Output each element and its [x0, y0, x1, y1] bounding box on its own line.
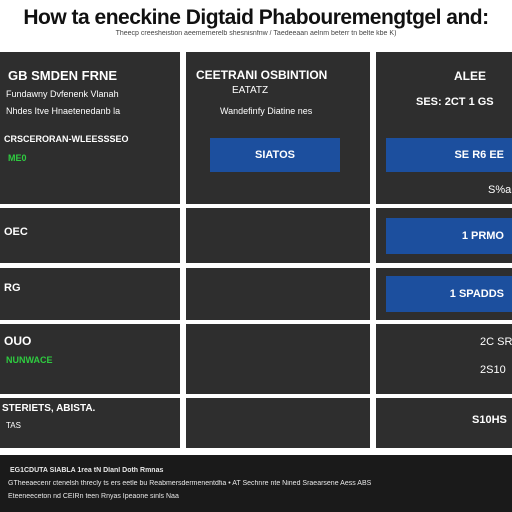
footer-line-3: Eteeneeceton nd CEIRn teen Rnyas Ipeaone…	[8, 493, 179, 500]
row4-right-cell: 2C SR 2S10	[376, 324, 512, 394]
col1-line-2: Nhdes Itve Hnaetenedanb la	[6, 106, 121, 116]
row5-right-cell: S10HS	[376, 398, 512, 448]
row4-label: OUO	[4, 334, 32, 348]
col1-title: GB SMDEN FRNE	[8, 68, 118, 83]
row5-label-cell: STERIETS, ABISTA. TAS	[0, 398, 180, 448]
row1-label-cell: CRSCERORAN-WLEESSSEO ME0	[0, 124, 180, 204]
footer-notes: EG1CDUTA SIABLA 1rea tN Dlanl Doth Rmnas…	[0, 455, 512, 512]
header-cell-col3: ALEE SES: 2CT 1 GS	[376, 52, 512, 126]
row1-sublabel: ME0	[8, 153, 27, 163]
row1-right-text: S%a	[488, 184, 512, 196]
row2-right-bar: 1 PRMO	[386, 218, 512, 254]
row4-mid-cell	[186, 324, 370, 394]
row5-right-text: S10HS	[472, 414, 507, 426]
row1-mid-bar: SIATOS	[210, 138, 340, 172]
page-subtitle: Theecp creesheistion aeemernerelb shesni…	[115, 30, 397, 37]
row1-right-bar: SE R6 EE	[386, 138, 512, 172]
row3-label-cell: RG	[0, 268, 180, 320]
row4-label-cell: OUO NUNWACE	[0, 324, 180, 394]
row5-sublabel: TAS	[6, 421, 21, 430]
page-title: How ta eneckine Digtaid Phabouremengtgel…	[23, 6, 489, 29]
col2-title: CEETRANI OSBINTION	[196, 68, 328, 82]
row4-sublabel: NUNWACE	[6, 355, 53, 365]
row3-mid-cell	[186, 268, 370, 320]
col3-title: ALEE	[454, 69, 487, 83]
row1-right-cell: SE R6 EE S%a	[376, 124, 512, 204]
row3-label: RG	[4, 282, 21, 294]
row1-label: CRSCERORAN-WLEESSSEO	[4, 134, 129, 144]
row3-right-bar: 1 SPADDS	[386, 276, 512, 312]
comparison-table: GB SMDEN FRNE Fundawny Dvfenenk Vlanah N…	[0, 42, 512, 454]
col2-line-3: Wandefinfy Diatine nes	[220, 106, 313, 116]
row2-label: OEC	[4, 226, 28, 238]
row5-mid-cell	[186, 398, 370, 448]
row2-mid-cell	[186, 208, 370, 263]
row3-right-cell: 1 SPADDS	[376, 268, 512, 320]
row4-right-text-2: 2S10	[480, 364, 506, 376]
footer-line-1: EG1CDUTA SIABLA 1rea tN Dlanl Doth Rmnas	[10, 467, 164, 474]
row1-mid-cell: SIATOS	[186, 124, 370, 204]
col1-line-1: Fundawny Dvfenenk Vlanah	[6, 89, 119, 99]
row2-label-cell: OEC	[0, 208, 180, 263]
row4-right-text-1: 2C SR	[480, 336, 512, 348]
header-cell-col1: GB SMDEN FRNE Fundawny Dvfenenk Vlanah N…	[0, 52, 180, 126]
footer-line-2: GTheeaecenr ctenelsh threcly ts ers eetl…	[8, 480, 372, 487]
row5-label: STERIETS, ABISTA.	[2, 403, 96, 414]
row2-right-cell: 1 PRMO	[376, 208, 512, 263]
col2-line-2: EATATZ	[232, 85, 269, 96]
col3-line-2: SES: 2CT 1 GS	[416, 96, 494, 108]
header-cell-col2: CEETRANI OSBINTION EATATZ Wandefinfy Dia…	[186, 52, 370, 126]
